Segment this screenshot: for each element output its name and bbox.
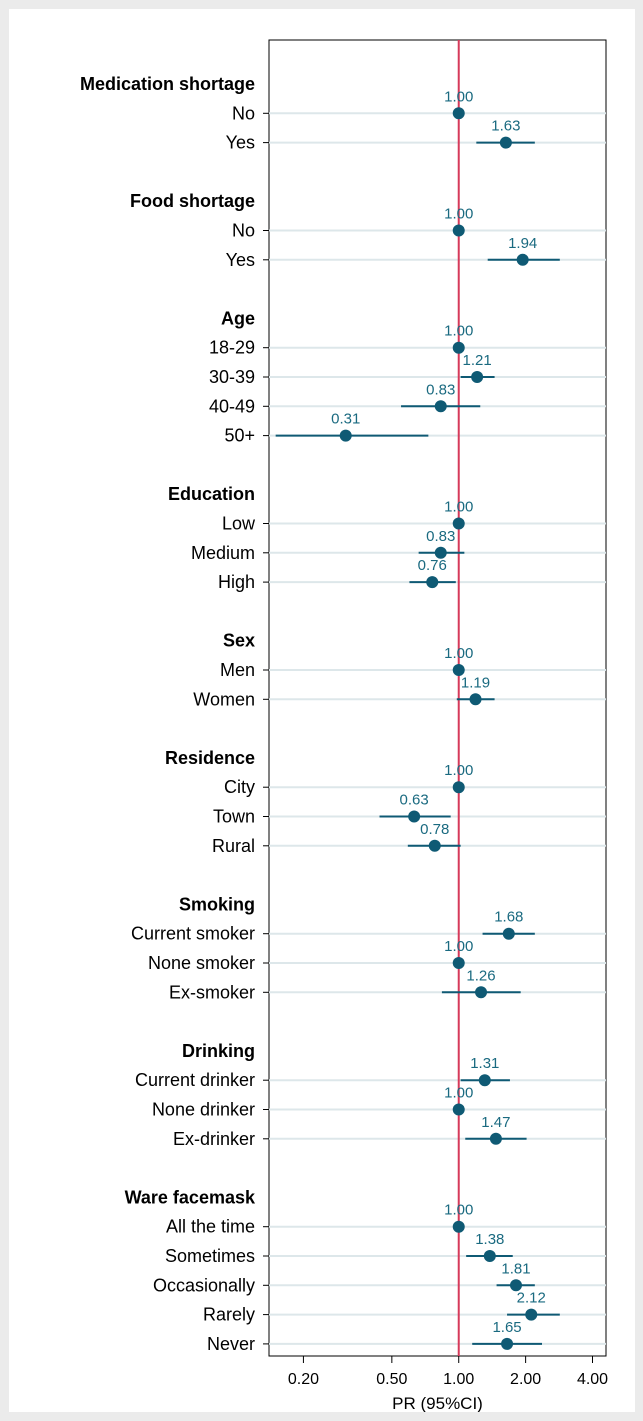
forest-plot-figure: Medication shortage No 1.00 Yes 1.63 Food sho… bbox=[9, 9, 635, 1412]
row-label: Men bbox=[220, 660, 255, 680]
row-label: City bbox=[224, 777, 255, 797]
pr-value-label: 1.38 bbox=[475, 1231, 504, 1248]
row-label: Current drinker bbox=[135, 1070, 255, 1090]
row-label: No bbox=[232, 221, 255, 241]
row-label: Never bbox=[207, 1334, 255, 1354]
pr-value-label: 1.63 bbox=[491, 118, 520, 135]
row-label: Current smoker bbox=[131, 924, 255, 944]
pr-marker bbox=[426, 576, 439, 589]
pr-value-label: 1.19 bbox=[461, 674, 490, 691]
pr-value-label: 1.26 bbox=[466, 967, 495, 984]
row-label: Yes bbox=[226, 133, 255, 153]
pr-marker bbox=[452, 957, 465, 969]
pr-value-label: 0.31 bbox=[331, 411, 360, 428]
x-tick-label: 1.00 bbox=[443, 1371, 474, 1388]
row-label: 50+ bbox=[224, 426, 255, 446]
pr-marker bbox=[452, 341, 465, 354]
group-label: Sex bbox=[223, 631, 255, 651]
pr-marker bbox=[469, 693, 482, 706]
group-label: Ware facemask bbox=[125, 1187, 256, 1207]
row-label: Town bbox=[213, 807, 255, 827]
pr-value-label: 1.00 bbox=[444, 1085, 473, 1102]
pr-value-label: 0.78 bbox=[420, 821, 449, 838]
pr-marker bbox=[471, 371, 484, 383]
pr-value-label: 1.00 bbox=[444, 1202, 473, 1219]
pr-value-label: 1.00 bbox=[444, 88, 473, 105]
pr-marker bbox=[489, 1132, 502, 1145]
row-label: 40-49 bbox=[209, 396, 255, 416]
pr-marker bbox=[434, 546, 447, 559]
pr-marker bbox=[452, 1103, 465, 1116]
plot-area bbox=[268, 39, 607, 1357]
pr-marker bbox=[516, 253, 529, 266]
pr-marker bbox=[483, 1250, 496, 1262]
pr-value-label: 2.12 bbox=[517, 1290, 546, 1307]
row-label: Low bbox=[222, 514, 256, 534]
pr-marker bbox=[509, 1279, 522, 1292]
pr-marker bbox=[452, 517, 465, 530]
pr-value-label: 1.68 bbox=[494, 909, 523, 926]
pr-value-label: 0.76 bbox=[418, 557, 447, 574]
pr-value-label: 1.94 bbox=[508, 235, 537, 252]
row-label: 30-39 bbox=[209, 367, 255, 387]
row-label: Ex-drinker bbox=[173, 1129, 255, 1149]
x-tick-label: 2.00 bbox=[510, 1371, 541, 1388]
row-label: Ex-smoker bbox=[169, 982, 255, 1002]
group-label: Smoking bbox=[179, 894, 255, 914]
pr-value-label: 1.65 bbox=[492, 1319, 521, 1336]
pr-marker bbox=[501, 1337, 514, 1350]
pr-marker bbox=[478, 1074, 491, 1087]
pr-value-label: 0.83 bbox=[426, 381, 455, 398]
group-label: Medication shortage bbox=[80, 74, 255, 94]
row-label: Sometimes bbox=[165, 1246, 255, 1266]
pr-marker bbox=[452, 224, 465, 237]
row-label: 18-29 bbox=[209, 338, 255, 358]
pr-value-label: 1.31 bbox=[470, 1055, 499, 1072]
row-label: Medium bbox=[191, 543, 255, 563]
pr-value-label: 1.00 bbox=[444, 206, 473, 223]
group-label: Residence bbox=[165, 748, 255, 768]
row-label: All the time bbox=[166, 1217, 255, 1237]
row-label: No bbox=[232, 103, 255, 123]
pr-marker bbox=[475, 986, 488, 999]
pr-marker bbox=[452, 1220, 465, 1233]
pr-marker bbox=[434, 400, 447, 413]
pr-marker bbox=[452, 781, 465, 794]
pr-marker bbox=[452, 664, 465, 676]
pr-value-label: 1.00 bbox=[444, 762, 473, 779]
pr-value-label: 1.00 bbox=[444, 499, 473, 516]
x-tick-label: 0.20 bbox=[288, 1371, 319, 1388]
pr-value-label: 1.81 bbox=[501, 1260, 530, 1277]
x-axis-title: PR (95%CI) bbox=[392, 1394, 483, 1412]
pr-marker bbox=[452, 107, 465, 120]
row-label: Yes bbox=[226, 250, 255, 270]
row-label: None drinker bbox=[152, 1100, 255, 1120]
row-label: None smoker bbox=[148, 953, 255, 973]
pr-marker bbox=[499, 136, 512, 149]
pr-value-label: 1.00 bbox=[444, 645, 473, 662]
group-label: Age bbox=[221, 308, 255, 328]
pr-marker bbox=[339, 429, 352, 442]
pr-marker bbox=[502, 927, 515, 940]
pr-value-label: 0.83 bbox=[426, 528, 455, 545]
group-label: Food shortage bbox=[130, 191, 255, 211]
x-tick-label: 0.50 bbox=[376, 1371, 407, 1388]
x-tick-label: 4.00 bbox=[577, 1371, 608, 1388]
pr-value-label: 1.00 bbox=[444, 938, 473, 955]
pr-marker bbox=[408, 810, 421, 823]
row-label: Rural bbox=[212, 836, 255, 856]
pr-value-label: 1.47 bbox=[481, 1114, 510, 1131]
pr-marker bbox=[525, 1308, 538, 1321]
row-label: Women bbox=[193, 689, 255, 709]
pr-value-label: 1.21 bbox=[463, 352, 492, 369]
pr-value-label: 1.00 bbox=[444, 323, 473, 340]
pr-marker bbox=[428, 839, 441, 852]
row-label: High bbox=[218, 572, 255, 592]
pr-value-label: 0.63 bbox=[400, 792, 429, 809]
forest-plot: Medication shortage No 1.00 Yes 1.63 Food sho… bbox=[80, 39, 608, 1412]
row-label: Rarely bbox=[203, 1305, 255, 1325]
group-label: Drinking bbox=[182, 1041, 255, 1061]
row-label: Occasionally bbox=[153, 1275, 255, 1295]
group-label: Education bbox=[168, 484, 255, 504]
